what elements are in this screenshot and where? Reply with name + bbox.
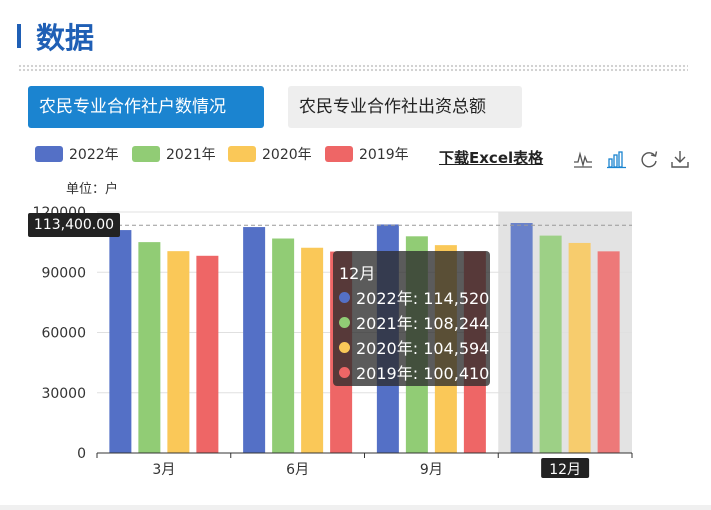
tooltip-row-2019: 2019年: 100,410 <box>339 360 489 384</box>
line-chart-icon[interactable] <box>572 148 594 170</box>
bottom-divider <box>0 505 711 510</box>
title-accent-bar <box>17 24 21 48</box>
hover-value-label: 113,400.00 <box>28 213 120 237</box>
legend-label-2021: 2021年 <box>166 147 216 163</box>
bar-chart-icon[interactable] <box>606 148 628 170</box>
tooltip-text-2019: 2019年: 100,410 <box>356 364 490 383</box>
legend-item-2019[interactable]: 2019年 <box>325 145 409 163</box>
tab-capital-total[interactable]: 农民专业合作社出资总额 <box>288 86 522 128</box>
legend-label-2022: 2022年 <box>69 147 119 163</box>
legend-label-2020: 2020年 <box>262 147 312 163</box>
legend-label-2019: 2019年 <box>359 147 409 163</box>
page-title: 数据 <box>36 21 95 55</box>
bar-2021年-3月 <box>138 242 161 453</box>
tooltip-dot-2022 <box>339 291 350 303</box>
bar-2019年-12月 <box>597 251 620 453</box>
tooltip-text-2021: 2021年: 108,244 <box>356 314 490 333</box>
chart-tooltip: 12月 2022年: 114,520 2021年: 108,244 2020年:… <box>333 251 490 386</box>
bar-2021年-12月 <box>539 235 562 453</box>
bar-2019年-3月 <box>196 255 219 453</box>
y-tick-label: 90000 <box>41 265 86 281</box>
tooltip-text-2020: 2020年: 104,594 <box>356 339 490 358</box>
x-tick-label: 3月 <box>152 462 175 478</box>
bar-2022年-12月 <box>510 223 533 453</box>
tooltip-row-2021: 2021年: 108,244 <box>339 310 489 334</box>
tooltip-text-2022: 2022年: 114,520 <box>356 289 490 308</box>
x-tick-label: 12月 <box>549 462 581 478</box>
tab-household-count[interactable]: 农民专业合作社户数情况 <box>28 86 264 128</box>
bar-2020年-12月 <box>568 242 591 453</box>
dotted-divider <box>18 64 688 72</box>
legend-swatch-2020 <box>228 146 256 162</box>
tooltip-row-2020: 2020年: 104,594 <box>339 335 489 359</box>
unit-label: 单位：户 <box>66 182 119 197</box>
x-tick-label: 9月 <box>420 462 443 478</box>
tooltip-title: 12月 <box>339 264 376 283</box>
bar-2022年-3月 <box>109 230 132 453</box>
y-tick-label: 0 <box>77 446 86 462</box>
refresh-icon[interactable] <box>638 148 660 170</box>
tooltip-dot-2019 <box>339 366 350 378</box>
legend-item-2021[interactable]: 2021年 <box>132 145 216 163</box>
save-image-icon[interactable] <box>669 148 691 170</box>
tooltip-dot-2021 <box>339 316 350 328</box>
y-tick-label: 30000 <box>41 386 86 402</box>
download-excel-link[interactable]: 下载Excel表格 <box>439 149 544 167</box>
legend-swatch-2019 <box>325 146 353 162</box>
x-highlight-box <box>541 458 590 478</box>
legend-item-2020[interactable]: 2020年 <box>228 145 312 163</box>
legend-swatch-2021 <box>132 146 160 162</box>
tooltip-dot-2020 <box>339 341 350 353</box>
bar-2021年-6月 <box>272 238 295 453</box>
legend-item-2022[interactable]: 2022年 <box>35 145 119 163</box>
x-tick-label: 6月 <box>286 462 309 478</box>
bar-2020年-3月 <box>167 251 190 453</box>
bar-2020年-6月 <box>301 247 324 453</box>
legend-swatch-2022 <box>35 146 63 162</box>
bar-2022年-6月 <box>243 227 266 453</box>
tooltip-row-2022: 2022年: 114,520 <box>339 285 489 309</box>
y-tick-label: 60000 <box>41 326 86 342</box>
